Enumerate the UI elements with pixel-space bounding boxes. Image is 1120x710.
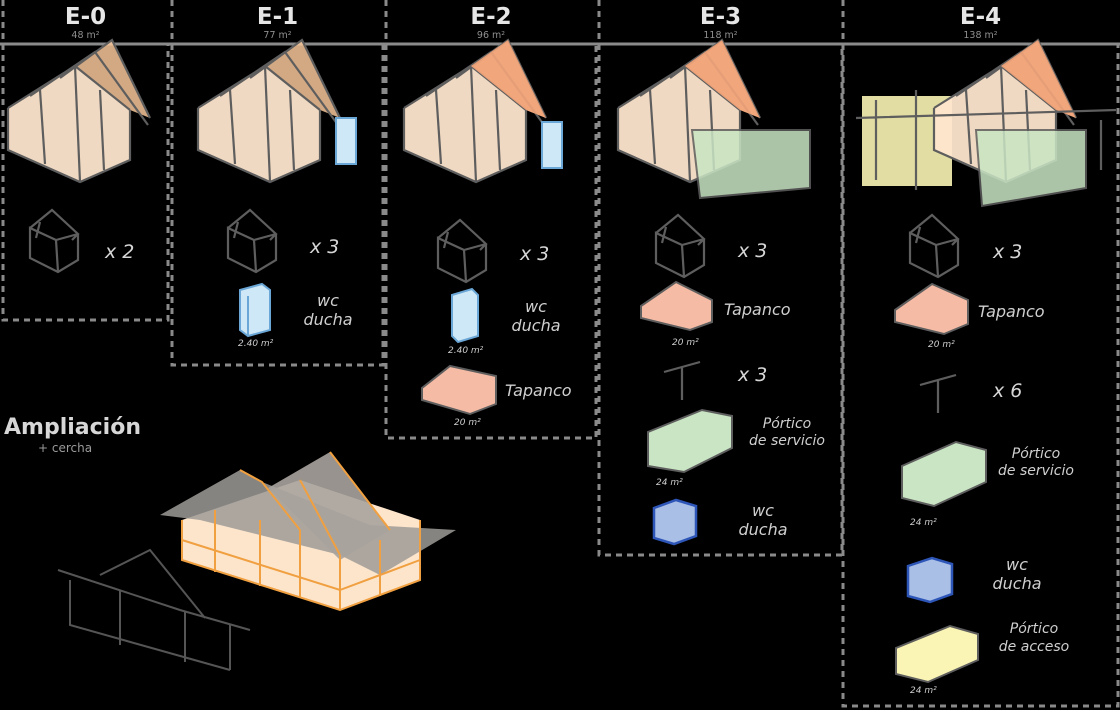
e3-module-icon (654, 213, 706, 279)
e3-tapanco-label: Tapanco (724, 300, 791, 319)
ampliacion-illustration (57, 451, 456, 671)
e3-house-illustration (616, 38, 811, 200)
e3-ducha-icon (652, 498, 698, 546)
e1-wc-area: 2.40 m² (238, 339, 274, 349)
e4-portico-acceso-label-line2: de acceso (998, 639, 1070, 655)
stage-area-e2: 96 m² (476, 30, 506, 41)
e4-portico-servicio-icon (901, 440, 987, 508)
e4-tapanco-icon (894, 282, 969, 336)
e3-portico-servicio-label-line2: de servicio (749, 433, 825, 449)
e4-wc-label: wc (1006, 555, 1028, 574)
ampliacion-title: Ampliación (4, 415, 141, 440)
e2-boundary (384, 0, 598, 440)
e4-tapanco-label: Tapanco (978, 302, 1045, 321)
e0-boundary (1, 0, 170, 322)
e3-portico-servicio-label-line1: Pórtico (762, 416, 812, 432)
e1-wc-label: wc (317, 291, 339, 310)
e2-ducha-label: ducha (511, 316, 561, 335)
e2-house-illustration (402, 38, 563, 184)
e3-tapanco-area: 20 m² (672, 338, 699, 348)
stage-area-e0: 48 m² (71, 30, 100, 41)
e4-portico-acceso-label-line1: Pórtico (1009, 621, 1059, 637)
ampliacion-subtitle: + cercha (38, 441, 93, 455)
stage-title-e1: E-1 (256, 4, 299, 30)
e2-wc-box-icon (451, 287, 479, 344)
stage-area-e3: 118 m² (703, 30, 738, 41)
e2-wc-label: wc (525, 297, 547, 316)
e3-tapanco-icon (640, 280, 713, 332)
e0-module-icon (28, 208, 80, 274)
e1-module-count: x 3 (310, 236, 340, 258)
e1-wc-box-icon (239, 282, 271, 338)
e4-ducha-label: ducha (992, 574, 1042, 593)
stage-area-e1: 77 m² (263, 30, 292, 41)
e2-tapanco-icon (421, 364, 497, 416)
e1-module-icon (226, 208, 278, 274)
e2-tapanco-area: 20 m² (454, 418, 481, 428)
e4-tapanco-area: 20 m² (928, 340, 955, 350)
e2-wc-area: 2.40 m² (448, 346, 484, 356)
e4-portico-servicio-label-line1: Pórtico (1011, 446, 1061, 462)
e2-module-count: x 3 (520, 243, 550, 265)
e4-module-icon (908, 213, 960, 279)
stage-area-e4: 138 m² (963, 30, 998, 41)
e3-ducha-label: ducha (738, 520, 788, 539)
e2-module-icon (436, 218, 488, 284)
e4-truss-icon (918, 373, 958, 415)
stage-title-e4: E-4 (959, 4, 1002, 30)
stage-title-e0: E-0 (64, 4, 107, 30)
e4-truss-count: x 6 (993, 380, 1023, 402)
e3-portico-servicio-icon (647, 408, 733, 474)
e3-truss-icon (662, 360, 702, 402)
e4-portico-acceso-icon (895, 624, 979, 684)
e0-module-count: x 2 (105, 241, 135, 263)
e3-portico-area: 24 m² (656, 478, 683, 488)
stage-title-e2: E-2 (470, 4, 512, 30)
e1-ducha-label: ducha (303, 310, 353, 329)
e4-module-count: x 3 (993, 241, 1023, 263)
e3-wc-label: wc (752, 501, 774, 520)
e2-tapanco-label: Tapanco (505, 381, 572, 400)
e4-portico-area: 24 m² (910, 518, 937, 528)
e1-house-illustration (196, 38, 357, 184)
e0-house-illustration (6, 38, 152, 184)
e4-boundary (841, 0, 1120, 708)
e4-portico-servicio-label-line2: de servicio (998, 463, 1074, 479)
e3-module-count: x 3 (738, 240, 768, 262)
e4-acceso-area: 24 m² (910, 686, 937, 696)
e3-truss-count: x 3 (738, 364, 768, 386)
e3-boundary (597, 0, 844, 557)
e4-house-illustration (855, 38, 1117, 208)
stage-title-e3: E-3 (699, 4, 742, 30)
e4-ducha-icon (906, 556, 954, 604)
